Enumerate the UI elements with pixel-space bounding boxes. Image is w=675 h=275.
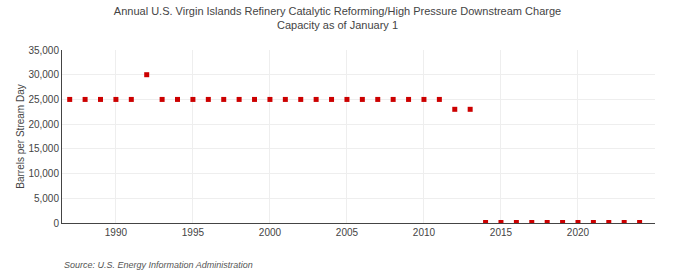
svg-text:25,000: 25,000 (28, 94, 59, 105)
svg-text:35,000: 35,000 (28, 45, 59, 56)
svg-text:10,000: 10,000 (28, 168, 59, 179)
svg-text:1990: 1990 (105, 227, 128, 238)
svg-text:1995: 1995 (182, 227, 205, 238)
svg-text:15,000: 15,000 (28, 143, 59, 154)
svg-text:5,000: 5,000 (34, 193, 59, 204)
svg-text:20,000: 20,000 (28, 119, 59, 130)
svg-text:Annual U.S. Virgin Islands Ref: Annual U.S. Virgin Islands Refinery Cata… (114, 5, 561, 31)
svg-text:2010: 2010 (413, 227, 436, 238)
svg-text:2005: 2005 (336, 227, 359, 238)
svg-text:2015: 2015 (490, 227, 513, 238)
svg-text:0: 0 (53, 218, 59, 229)
svg-text:Source: U.S. Energy Informatio: Source: U.S. Energy Information Administ… (64, 260, 253, 270)
svg-text:2000: 2000 (259, 227, 282, 238)
svg-text:30,000: 30,000 (28, 69, 59, 80)
svg-text:2020: 2020 (567, 227, 590, 238)
svg-text:Barrels per Stream Day: Barrels per Stream Day (15, 84, 26, 188)
